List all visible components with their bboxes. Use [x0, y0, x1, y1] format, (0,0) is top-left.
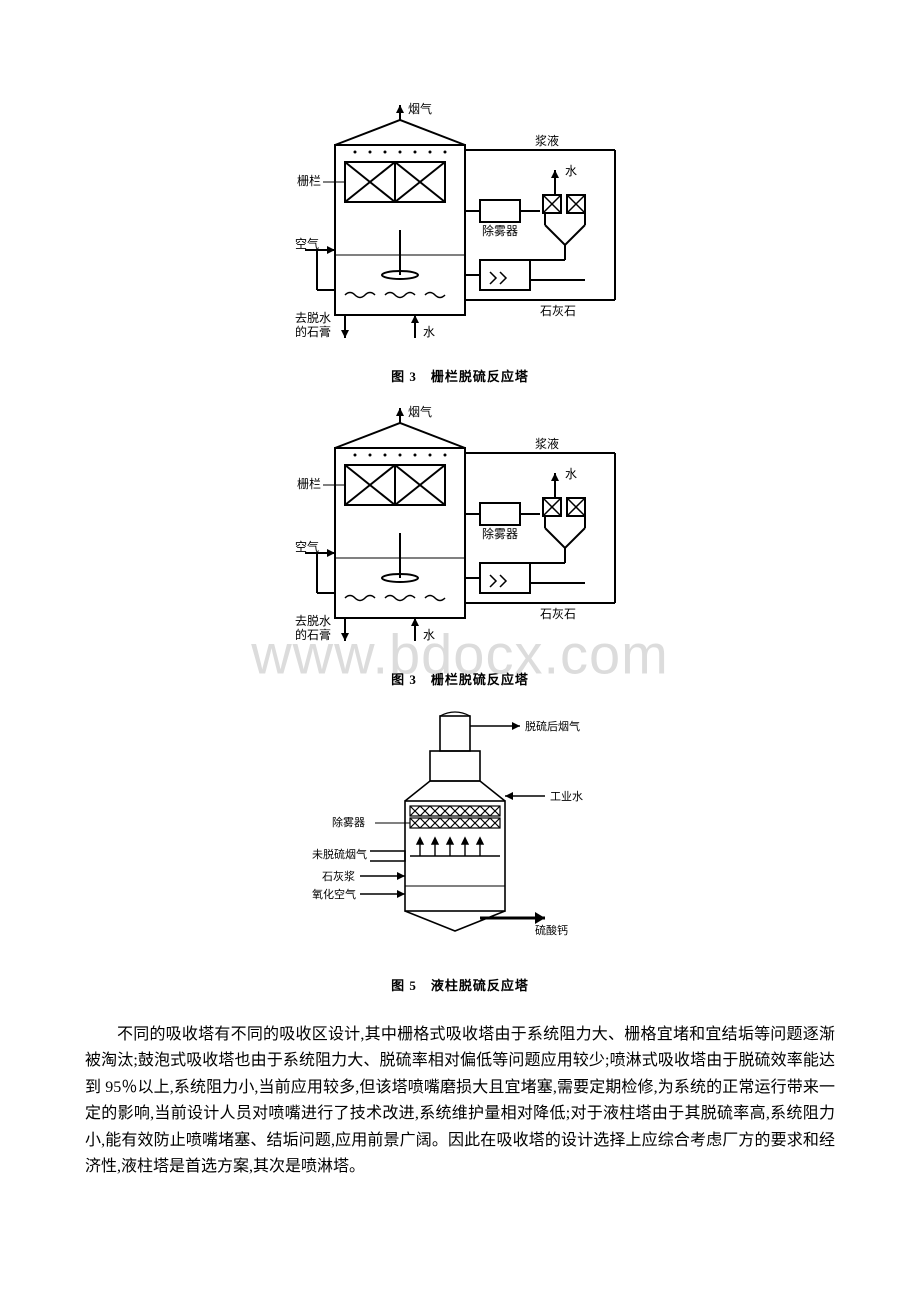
label-water: 水 [565, 467, 577, 481]
label-slurry: 浆液 [535, 436, 559, 451]
label-clean-gas: 脱硫后烟气 [525, 719, 580, 733]
label-process-water: 工业水 [550, 790, 583, 803]
body-paragraph-block: 不同的吸收塔有不同的吸收区设计,其中栅格式吸收塔由于系统阻力大、栅格宜堵和宜结垢… [85, 1022, 835, 1180]
label-oxidation-air: 氧化空气 [312, 887, 356, 901]
fig5-caption: 图 5 液柱脱硫反应塔 [85, 975, 835, 994]
fig3b-caption: 图 3 栅栏脱硫反应塔 [85, 669, 835, 688]
figure-3-a: 烟气 浆液 水 栅栏 除雾器 空气 去脱水 的石膏 水 石灰石 图 3 栅栏脱硫… [85, 100, 835, 385]
label-caso4: 硫酸钙 [535, 923, 568, 937]
label-grid: 栅栏 [297, 476, 321, 491]
label-raw-gas: 未脱硫烟气 [312, 847, 367, 861]
body-paragraph: 不同的吸收塔有不同的吸收区设计,其中栅格式吸收塔由于系统阻力大、栅格宜堵和宜结垢… [85, 1022, 835, 1180]
label-air: 空气 [295, 236, 319, 251]
label-grid: 栅栏 [297, 173, 321, 188]
label-water: 水 [565, 164, 577, 178]
fig3a-diagram: 烟气 浆液 水 栅栏 除雾器 空气 去脱水 的石膏 水 石灰石 [275, 100, 645, 355]
label-gypsum1: 去脱水 [295, 310, 331, 325]
label-gypsum2: 的石膏 [295, 324, 331, 339]
fig3a-caption: 图 3 栅栏脱硫反应塔 [85, 366, 835, 385]
label-top-gas: 烟气 [408, 404, 432, 419]
label-top-gas: 烟气 [408, 101, 432, 116]
figure-5: 脱硫后烟气 工业水 除雾器 未脱硫烟气 石灰浆 氧化空气 硫酸钙 图 5 液柱脱… [85, 706, 835, 994]
label-limestone: 石灰石 [540, 607, 576, 621]
label-demister: 除雾器 [482, 526, 518, 541]
label-gypsum2: 的石膏 [295, 627, 331, 642]
label-gypsum1: 去脱水 [295, 613, 331, 628]
label-demister5: 除雾器 [332, 815, 365, 829]
label-bottom-water: 水 [423, 628, 435, 642]
label-limestone: 石灰石 [540, 304, 576, 318]
figure-3-b: 烟气 浆液 水 栅栏 除雾器 空气 去脱水 的石膏 水 石灰石 图 3 栅栏脱硫… [85, 403, 835, 688]
label-limestone-slurry: 石灰浆 [322, 869, 355, 883]
fig3b-diagram: 烟气 浆液 水 栅栏 除雾器 空气 去脱水 的石膏 水 石灰石 [275, 403, 645, 658]
fig5-diagram: 脱硫后烟气 工业水 除雾器 未脱硫烟气 石灰浆 氧化空气 硫酸钙 [310, 706, 610, 956]
label-air: 空气 [295, 539, 319, 554]
document-page: 烟气 浆液 水 栅栏 除雾器 空气 去脱水 的石膏 水 石灰石 图 3 栅栏脱硫… [0, 0, 920, 1240]
label-bottom-water: 水 [423, 325, 435, 339]
label-demister: 除雾器 [482, 223, 518, 238]
label-slurry: 浆液 [535, 133, 559, 148]
